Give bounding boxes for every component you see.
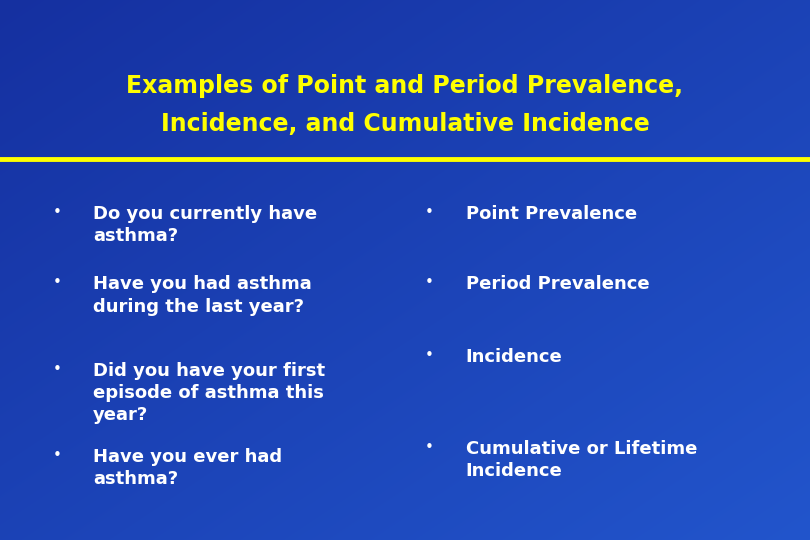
Text: Incidence, and Cumulative Incidence: Incidence, and Cumulative Incidence	[160, 112, 650, 136]
Text: •: •	[53, 275, 61, 291]
Text: Incidence: Incidence	[466, 348, 562, 366]
Text: •: •	[425, 275, 433, 291]
Text: Have you had asthma
during the last year?: Have you had asthma during the last year…	[93, 275, 312, 315]
Text: •: •	[425, 440, 433, 455]
Text: Did you have your first
episode of asthma this
year?: Did you have your first episode of asthm…	[93, 362, 326, 424]
Text: Point Prevalence: Point Prevalence	[466, 205, 637, 223]
Text: Period Prevalence: Period Prevalence	[466, 275, 650, 293]
Text: •: •	[53, 362, 61, 377]
Text: Do you currently have
asthma?: Do you currently have asthma?	[93, 205, 318, 245]
Text: Have you ever had
asthma?: Have you ever had asthma?	[93, 448, 282, 488]
Text: •: •	[425, 205, 433, 220]
Text: •: •	[53, 205, 61, 220]
Text: Cumulative or Lifetime
Incidence: Cumulative or Lifetime Incidence	[466, 440, 697, 480]
Text: Examples of Point and Period Prevalence,: Examples of Point and Period Prevalence,	[126, 75, 684, 98]
Text: •: •	[53, 448, 61, 463]
Text: •: •	[425, 348, 433, 363]
